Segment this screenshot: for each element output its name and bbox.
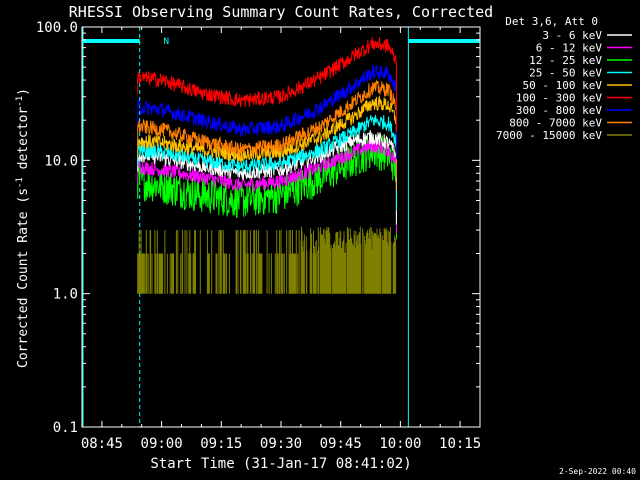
legend-label-3: 25 - 50 keV (529, 67, 602, 80)
y-tick-label-1: 1.0 (53, 287, 78, 303)
legend-label-7: 800 - 7000 keV (509, 117, 602, 130)
legend-label-2: 12 - 25 keV (529, 54, 602, 67)
y-tick-label-0: 0.1 (53, 420, 78, 436)
plot-layer (82, 27, 481, 427)
x-tick-label-6: 10:15 (439, 436, 481, 452)
x-tick-label-4: 09:45 (320, 436, 362, 452)
x-tick-label-5: 10:00 (379, 436, 421, 452)
chart-title: RHESSI Observing Summary Count Rates, Co… (69, 3, 493, 21)
y-tick-label-2: 10.0 (44, 153, 78, 169)
x-tick-label-2: 09:15 (200, 436, 242, 452)
saa-label: N (164, 37, 169, 47)
axis-layer: 08:45 09:00 09:15 09:30 09:45 10:00 10:15 0.1 1.… (36, 20, 481, 452)
series-line-3 (137, 114, 397, 173)
legend-label-1: 6 - 12 keV (536, 42, 603, 55)
x-tick-label-3: 09:30 (260, 436, 302, 452)
series-line-1 (137, 139, 397, 192)
legend-label-4: 50 - 100 keV (523, 79, 603, 92)
legend-header: Det 3,6, Att 0 (505, 15, 598, 28)
series-line-7 (137, 79, 397, 157)
x-axis-label: Start Time (31-Jan-17 08:41:02) (150, 456, 411, 472)
legend-label-0: 3 - 6 keV (542, 29, 602, 42)
series-line-0 (137, 130, 397, 181)
date-stamp: 2-Sep-2022 00:40 (559, 467, 636, 476)
legend-label-6: 300 - 800 keV (516, 104, 602, 117)
legend-label-8: 7000 - 15000 keV (496, 129, 602, 142)
series-line-4 (137, 95, 397, 164)
legend-label-5: 100 - 300 keV (516, 92, 602, 105)
series-line-6 (137, 64, 397, 137)
series-line-5 (137, 36, 397, 108)
x-tick-label-0: 08:45 (81, 436, 123, 452)
x-tick-label-1: 09:00 (141, 436, 183, 452)
series-line-2 (137, 134, 397, 219)
series-line-8 (137, 226, 397, 294)
y-tick-label-3: 100.0 (36, 20, 78, 36)
y-axis-label: Corrected Count Rate (s-1 detector-1) (15, 88, 31, 368)
